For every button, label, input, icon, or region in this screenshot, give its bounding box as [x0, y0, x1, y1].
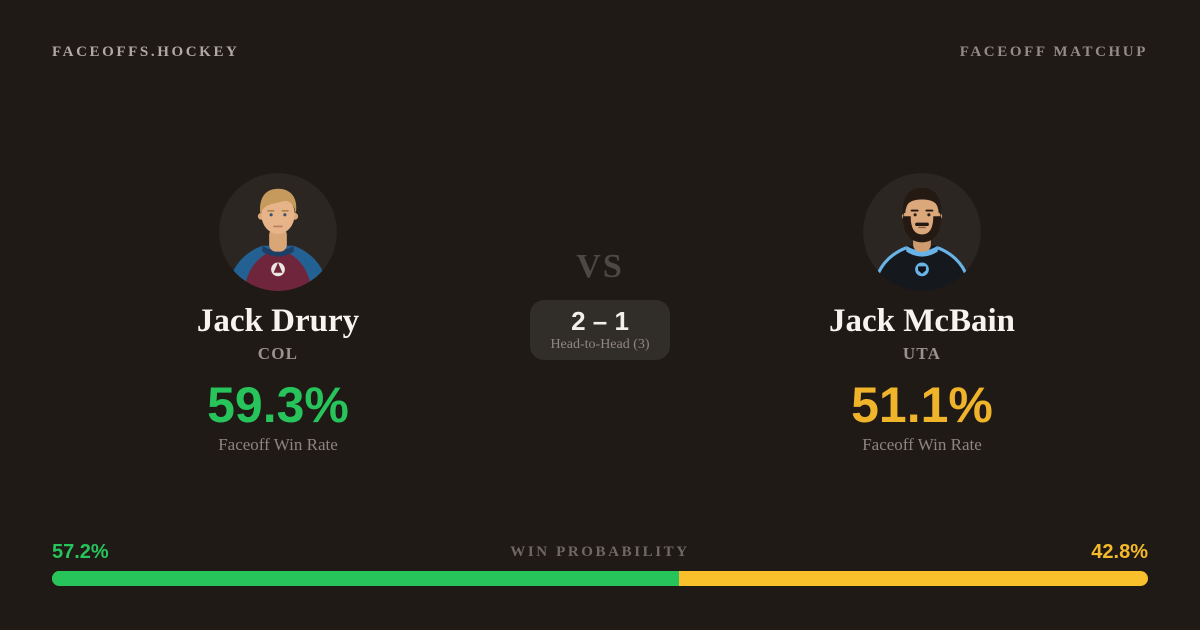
- matchup-center: VS 2 – 1 Head-to-Head (3): [450, 250, 750, 360]
- header: FACEOFFS.HOCKEY FACEOFF MATCHUP: [52, 44, 1148, 61]
- win-probability-bar-left-segment: [52, 571, 679, 586]
- win-probability-labels: 57.2% WIN PROBABILITY 42.8%: [52, 541, 1148, 563]
- win-rate-label: Faceoff Win Rate: [862, 434, 982, 454]
- win-probability-bar: [52, 571, 1148, 586]
- player-portrait-icon: [219, 173, 337, 291]
- player-portrait-icon: [863, 173, 981, 291]
- page-label: FACEOFF MATCHUP: [959, 44, 1148, 60]
- player-card-right: Jack McBain UTA 51.1% Faceoff Win Rate: [742, 173, 1102, 455]
- player-card-left: Jack Drury COL 59.3% Faceoff Win Rate: [98, 173, 458, 455]
- faceoff-win-rate: 59.3%: [207, 376, 349, 433]
- player-team: UTA: [902, 343, 942, 363]
- win-rate-label: Faceoff Win Rate: [218, 434, 338, 454]
- head-to-head-box: 2 – 1 Head-to-Head (3): [530, 300, 670, 360]
- player-team: COL: [257, 343, 299, 363]
- head-to-head-label: Head-to-Head (3): [550, 337, 650, 352]
- faceoff-win-rate: 51.1%: [851, 376, 993, 433]
- player-avatar-right: [863, 173, 981, 291]
- head-to-head-score: 2 – 1: [571, 306, 629, 336]
- win-probability-label: WIN PROBABILITY: [510, 544, 690, 560]
- win-probability-right-pct: 42.8%: [1091, 541, 1148, 563]
- win-probability-left-pct: 57.2%: [52, 541, 109, 563]
- player-name: Jack McBain: [828, 303, 1016, 339]
- vs-label: VS: [576, 248, 624, 285]
- player-avatar-left: [219, 173, 337, 291]
- brand-logo: FACEOFFS.HOCKEY: [52, 44, 240, 60]
- player-name: Jack Drury: [196, 303, 360, 339]
